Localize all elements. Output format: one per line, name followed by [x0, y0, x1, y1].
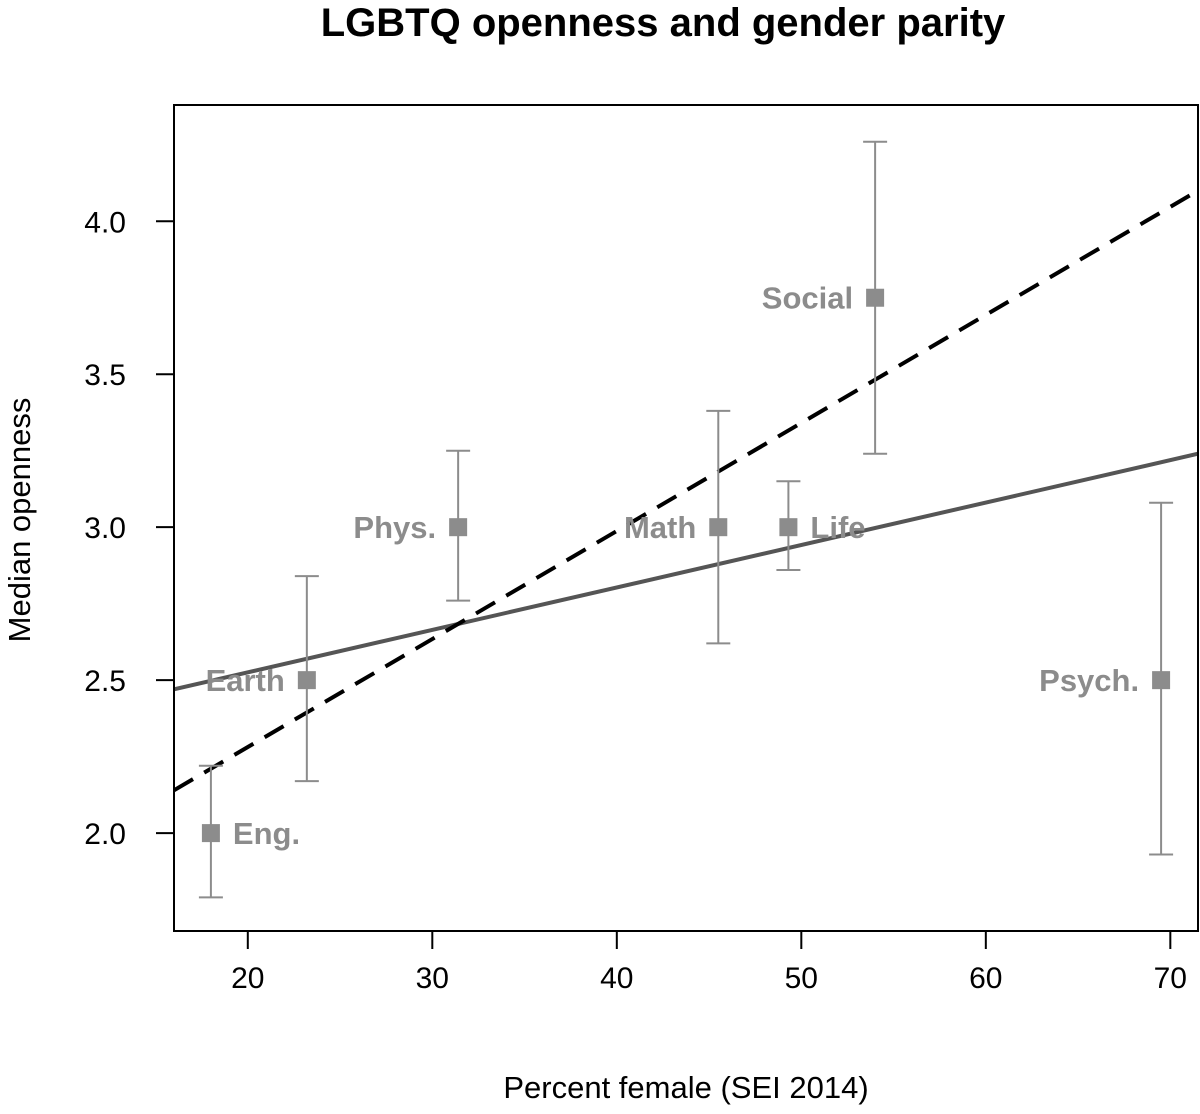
- y-tick-label-1: 2.5: [84, 665, 126, 698]
- data-point-life: [779, 518, 798, 537]
- data-point-social: [866, 288, 885, 307]
- point-label-eng: Eng.: [233, 816, 300, 851]
- point-label-life: Life: [810, 510, 865, 545]
- data-point-psych: [1152, 671, 1171, 690]
- point-label-psych: Psych.: [1039, 663, 1139, 698]
- y-axis-label: Median openness: [2, 398, 37, 643]
- x-tick-label-5: 70: [1154, 962, 1187, 995]
- axes: 20 30 40 50 60 70 2.0 2.5 3.0 3.5 4.0: [84, 206, 1187, 995]
- data-point-eng: [201, 824, 220, 843]
- chart-title: LGBTQ openness and gender parity: [321, 1, 1006, 45]
- plot-frame: [173, 104, 1199, 932]
- y-tick-label-0: 2.0: [84, 818, 126, 851]
- data-point-phys: [449, 518, 468, 537]
- point-label-math: Math: [624, 510, 696, 545]
- data-point-math: [709, 518, 728, 537]
- y-tick-label-2: 3.0: [84, 512, 126, 545]
- y-tick-label-4: 4.0: [84, 206, 126, 239]
- plot-area: Eng. Earth Phys. Math Life Social Psych.: [174, 140, 1198, 899]
- point-label-social: Social: [762, 281, 853, 316]
- fit-line-dashed: [174, 188, 1198, 792]
- data-point-earth: [297, 671, 316, 690]
- x-axis-label: Percent female (SEI 2014): [503, 1070, 868, 1105]
- x-tick-label-2: 40: [600, 962, 633, 995]
- fit-line-solid: [174, 451, 1198, 692]
- point-label-earth: Earth: [206, 663, 285, 698]
- x-tick-label-3: 50: [785, 962, 818, 995]
- point-label-phys: Phys.: [353, 510, 436, 545]
- y-tick-label-3: 3.5: [84, 359, 126, 392]
- x-tick-label-4: 60: [969, 962, 1002, 995]
- x-tick-label-1: 30: [416, 962, 449, 995]
- x-tick-label-0: 20: [231, 962, 264, 995]
